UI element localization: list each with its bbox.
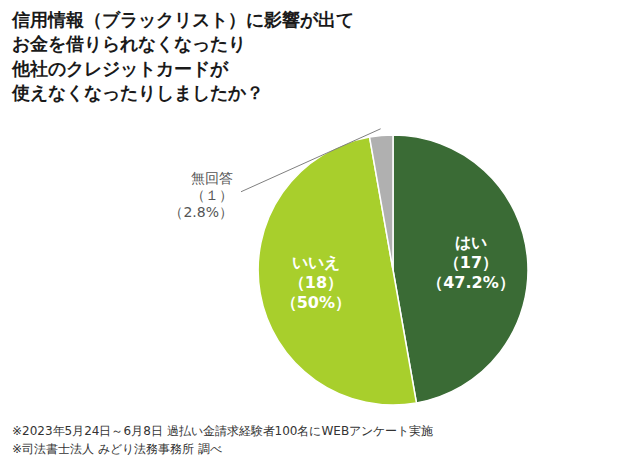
- svg-text:いいえ（18）（50%）: いいえ（18）（50%）: [281, 253, 351, 312]
- svg-text:はい（17）（47.2%）: はい（17）（47.2%）: [427, 233, 515, 292]
- html-text:信用情報（ブラックリスト）に影響が出て: 信用情報（ブラックリスト）に影響が出て: [12, 9, 354, 30]
- html-text:他社のクレジットカードが: 他社のクレジットカードが: [12, 57, 228, 79]
- html-text:お金を借りられなくなったり: お金を借りられなくなったり: [12, 33, 246, 55]
- html-text:※司法書士法人 みどり法務事務所 調べ: ※司法書士法人 みどり法務事務所 調べ: [12, 442, 222, 456]
- svg-text:無回答（１）（2.8%）: 無回答（１）（2.8%）: [169, 170, 233, 220]
- html-text:※2023年5月24日～6月8日 過払い金請求経験者100名: ※2023年5月24日～6月8日 過払い金請求経験者100名にWEBアンケート実…: [12, 424, 434, 438]
- html-text:使えなくなったりしましたか？: 使えなくなったりしましたか？: [12, 81, 264, 103]
